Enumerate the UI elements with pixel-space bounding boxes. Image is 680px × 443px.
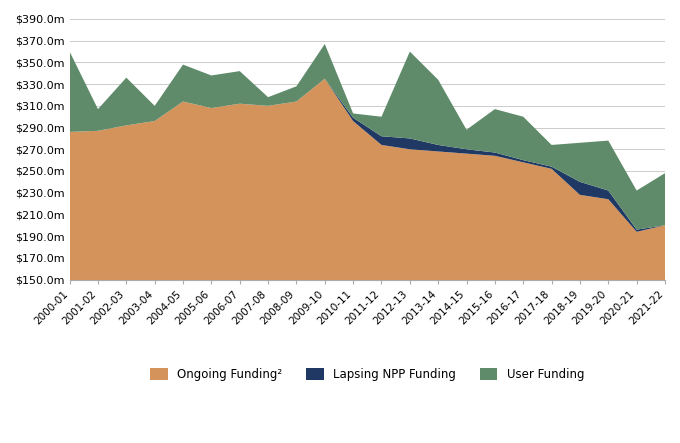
Legend: Ongoing Funding², Lapsing NPP Funding, User Funding: Ongoing Funding², Lapsing NPP Funding, U… <box>146 364 589 386</box>
